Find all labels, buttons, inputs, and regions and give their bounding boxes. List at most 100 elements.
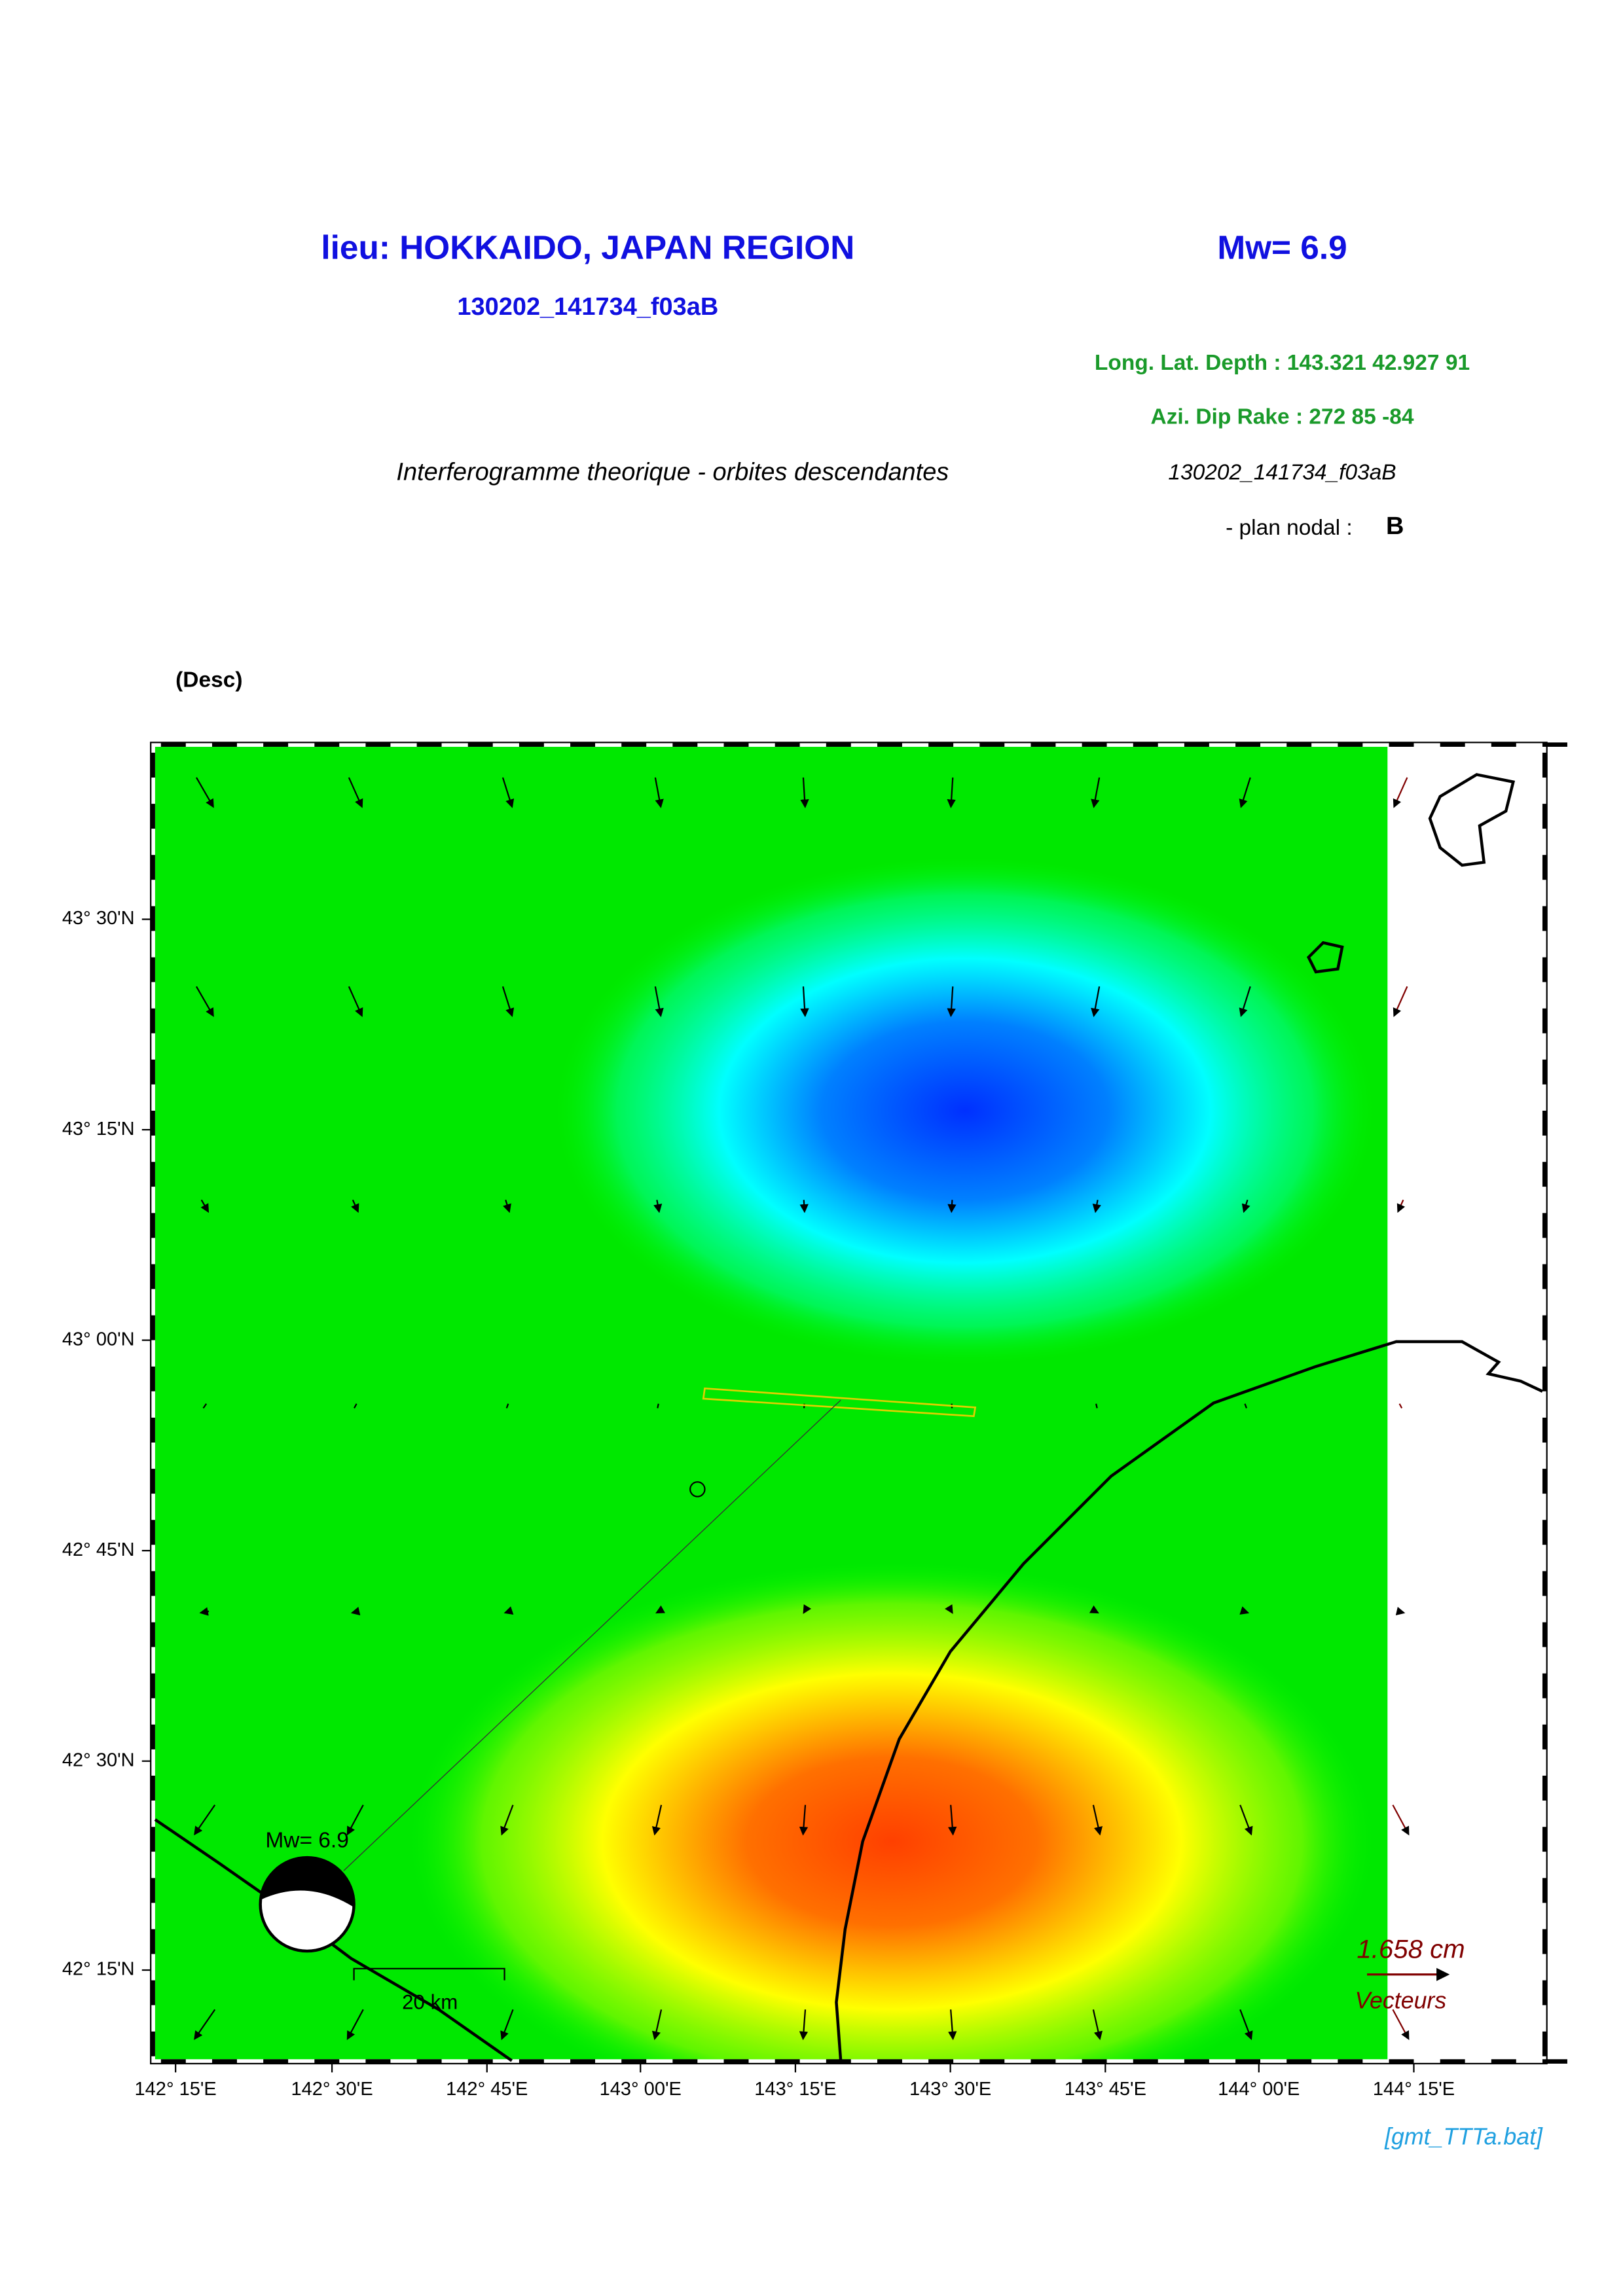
title: lieu: HOKKAIDO, JAPAN REGION bbox=[321, 228, 854, 266]
event-id-2: 130202_141734_f03aB bbox=[1168, 460, 1396, 484]
displacement-arrow bbox=[194, 2009, 216, 2040]
displacement-arrow bbox=[651, 1804, 663, 1836]
displacement-arrow bbox=[803, 1604, 812, 1615]
displacement-arrow bbox=[1239, 2009, 1253, 2041]
displacement-arrow bbox=[348, 986, 363, 1017]
displacement-arrow bbox=[948, 2009, 957, 2041]
displacement-arrow bbox=[655, 1605, 666, 1614]
displacement-arrow bbox=[1393, 986, 1408, 1017]
subtitle: Interferogramme theorique - orbites desc… bbox=[396, 459, 949, 486]
displacement-arrow bbox=[948, 1804, 957, 1836]
displacement-arrow bbox=[800, 777, 809, 808]
displacement-arrow bbox=[348, 777, 363, 808]
displacement-arrow bbox=[799, 1200, 809, 1213]
displacement-arrow bbox=[350, 1607, 361, 1616]
vector-label: Vecteurs bbox=[1355, 1988, 1447, 2014]
coastline bbox=[835, 1340, 1543, 2061]
displacement-arrow bbox=[947, 986, 956, 1018]
displacement-arrow bbox=[1392, 1804, 1410, 1836]
location: Long. Lat. Depth : 143.321 42.927 91 bbox=[1095, 351, 1470, 375]
map: Mw= 6.9 20 km 1.658 cm Vecteurs 43° 30'N… bbox=[62, 742, 1567, 2100]
displacement-arrow bbox=[1091, 777, 1101, 808]
displacement-arrow bbox=[1244, 1403, 1248, 1408]
displacement-arrow bbox=[1092, 1200, 1101, 1213]
displacement-arrow bbox=[1392, 2009, 1410, 2040]
displacement-arrow bbox=[1398, 1403, 1403, 1408]
displacement-arrow bbox=[1092, 1804, 1103, 1836]
displacement-arrow bbox=[653, 1200, 663, 1213]
displacement-arrow bbox=[501, 986, 515, 1018]
magnitude: Mw= 6.9 bbox=[1217, 228, 1347, 266]
event-id: 130202_141734_f03aB bbox=[457, 293, 718, 321]
beachball-quadrant bbox=[260, 1856, 354, 1908]
displacement-arrow bbox=[346, 2009, 364, 2040]
displacement-arrow bbox=[947, 777, 956, 808]
displacement-arrow bbox=[202, 1403, 208, 1409]
displacement-arrow bbox=[1091, 986, 1101, 1018]
footer: [gmt_TTTa.bat] bbox=[1384, 2123, 1543, 2149]
displacement-arrow bbox=[351, 1199, 359, 1213]
lon-tick-label: 144° 15'E bbox=[1373, 2079, 1455, 2100]
lat-tick-label: 43° 30'N bbox=[62, 908, 135, 929]
epicenter bbox=[689, 1481, 706, 1498]
displacement-arrow bbox=[945, 1604, 953, 1614]
displacement-arrow bbox=[799, 1804, 809, 1836]
lon-tick-label: 142° 30'E bbox=[291, 2079, 373, 2100]
displacement-arrow bbox=[651, 2009, 663, 2041]
displacement-arrow bbox=[1396, 1199, 1406, 1213]
lon-tick-label: 143° 45'E bbox=[1065, 2079, 1146, 2100]
lon-tick-label: 142° 45'E bbox=[446, 2079, 528, 2100]
beachball-label: Mw= 6.9 bbox=[265, 1828, 348, 1852]
displacement-arrow bbox=[1241, 1199, 1250, 1213]
map-label: (Desc) bbox=[175, 668, 242, 692]
lat-tick-label: 43° 00'N bbox=[62, 1329, 135, 1350]
displacement-arrow bbox=[500, 2009, 514, 2041]
displacement-arrow bbox=[346, 1804, 364, 1836]
displacement-arrow bbox=[1239, 777, 1251, 808]
displacement-arrow bbox=[800, 986, 809, 1018]
displacement-arrow bbox=[1095, 1403, 1098, 1408]
lon-tick-label: 142° 15'E bbox=[135, 2079, 217, 2100]
lat-tick-label: 42° 30'N bbox=[62, 1749, 135, 1770]
displacement-arrow bbox=[505, 1403, 509, 1408]
displacement-arrow bbox=[503, 1199, 511, 1213]
displacement-arrow bbox=[657, 1403, 659, 1408]
displacement-arrow bbox=[1092, 2009, 1103, 2041]
link-line bbox=[343, 1399, 841, 1871]
lon-tick-label: 143° 00'E bbox=[600, 2079, 682, 2100]
vector-scale: 1.658 cm bbox=[1357, 1935, 1465, 1964]
island bbox=[1306, 941, 1344, 974]
displacement-arrow bbox=[654, 777, 664, 808]
fault-plane bbox=[702, 1387, 977, 1418]
nodal-label: - plan nodal : bbox=[1226, 516, 1353, 540]
displacement-arrow bbox=[354, 1403, 357, 1408]
lat-tick-label: 43° 15'N bbox=[62, 1119, 135, 1139]
nodal-value: B bbox=[1386, 512, 1404, 540]
displacement-arrow bbox=[1393, 777, 1408, 808]
lon-tick-label: 144° 00'E bbox=[1218, 2079, 1300, 2100]
mechanism: Azi. Dip Rake : 272 85 -84 bbox=[1151, 404, 1414, 429]
lon-tick-label: 143° 15'E bbox=[754, 2079, 836, 2100]
displacement-arrow bbox=[196, 986, 214, 1017]
lat-tick-label: 42° 15'N bbox=[62, 1959, 135, 1980]
displacement-arrow bbox=[501, 777, 515, 808]
island bbox=[1428, 773, 1516, 867]
displacement-arrow bbox=[196, 777, 214, 808]
lon-tick-label: 143° 30'E bbox=[909, 2079, 991, 2100]
displacement-arrow bbox=[947, 1200, 957, 1213]
displacement-arrow bbox=[1239, 1606, 1250, 1615]
displacement-arrow bbox=[1239, 986, 1251, 1018]
scale-bar bbox=[353, 1967, 505, 1981]
displacement-arrow bbox=[500, 1804, 514, 1836]
displacement-arrow bbox=[1089, 1605, 1099, 1614]
displacement-arrow bbox=[194, 1804, 216, 1836]
displacement-arrow bbox=[654, 986, 664, 1018]
displacement-arrow bbox=[1239, 1804, 1253, 1836]
scale-label: 20 km bbox=[402, 1991, 458, 2014]
displacement-arrow bbox=[200, 1199, 210, 1213]
displacement-arrow bbox=[1395, 1607, 1406, 1616]
displacement-arrow bbox=[799, 2009, 809, 2041]
displacement-arrow bbox=[199, 1607, 210, 1616]
displacement-arrow bbox=[503, 1606, 514, 1615]
